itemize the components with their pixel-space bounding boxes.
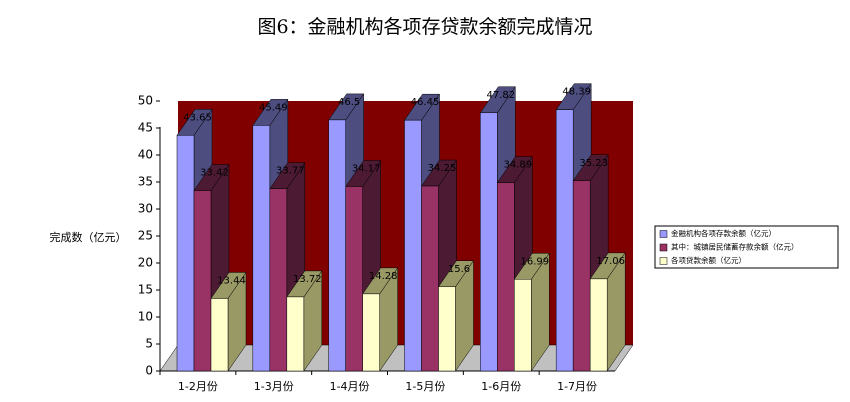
bar bbox=[438, 286, 456, 372]
x-tick-label: 1-7月份 bbox=[557, 380, 597, 393]
x-tick-label: 1-3月份 bbox=[254, 380, 294, 393]
y-tick-label: 25 bbox=[138, 229, 153, 243]
legend-swatch bbox=[659, 257, 668, 265]
bar bbox=[572, 180, 591, 372]
y-tick-label: 35 bbox=[138, 175, 153, 189]
bar bbox=[210, 298, 229, 372]
legend-swatch bbox=[659, 230, 668, 238]
bar bbox=[404, 119, 422, 372]
x-tick-label: 1-5月份 bbox=[405, 380, 445, 393]
data-label: 17.06 bbox=[596, 256, 625, 267]
data-label: 45.49 bbox=[259, 102, 288, 113]
y-axis-label: 完成数（亿元） bbox=[50, 230, 127, 244]
x-tick-label: 1-4月份 bbox=[330, 380, 370, 393]
data-label: 14.28 bbox=[369, 271, 398, 282]
x-tick-label: 1-6月份 bbox=[481, 380, 521, 393]
bar bbox=[362, 293, 380, 372]
data-label: 34.17 bbox=[352, 163, 381, 174]
data-label: 13.44 bbox=[217, 275, 246, 286]
bar bbox=[193, 190, 212, 372]
bar bbox=[514, 279, 532, 372]
legend-label: 其中：城镇居民储蓄存款余额（亿元） bbox=[671, 242, 799, 252]
y-tick-label: 5 bbox=[145, 337, 153, 351]
bar bbox=[589, 278, 608, 372]
bar bbox=[497, 182, 515, 372]
data-label: 33.42 bbox=[200, 168, 229, 179]
data-label: 33.77 bbox=[276, 166, 305, 177]
y-tick-label: 20 bbox=[138, 256, 153, 270]
y-tick-label: 45 bbox=[138, 121, 153, 135]
bar bbox=[328, 119, 346, 372]
y-tick-label: 15 bbox=[138, 283, 153, 297]
bar bbox=[286, 296, 305, 372]
bar bbox=[176, 135, 195, 372]
data-label: 35.23 bbox=[579, 158, 608, 169]
data-label: 34.25 bbox=[428, 163, 457, 174]
x-tick-label: 1-2月份 bbox=[178, 380, 218, 393]
bar bbox=[252, 125, 271, 372]
chart-title: 图6：金融机构各项存贷款余额完成情况 bbox=[257, 16, 592, 38]
legend-label: 各项贷款余额（亿元） bbox=[671, 255, 746, 265]
y-tick-label: 40 bbox=[138, 148, 153, 162]
bar bbox=[480, 112, 498, 372]
data-label: 15.6 bbox=[448, 264, 470, 275]
bar bbox=[269, 188, 288, 372]
data-label: 43.65 bbox=[183, 112, 212, 123]
legend-label: 金融机构各项存款余额（亿元） bbox=[671, 228, 776, 238]
data-label: 13.72 bbox=[293, 274, 322, 285]
data-label: 47.82 bbox=[487, 90, 516, 101]
bar bbox=[345, 186, 363, 372]
data-label: 46.5 bbox=[338, 97, 360, 108]
bar bbox=[421, 185, 439, 372]
data-label: 16.99 bbox=[521, 256, 550, 267]
data-label: 46.45 bbox=[411, 97, 440, 108]
legend-box bbox=[654, 225, 839, 269]
y-tick-label: 0 bbox=[145, 364, 153, 378]
bar bbox=[555, 109, 574, 372]
y-tick-label: 10 bbox=[138, 310, 153, 324]
data-label: 48.39 bbox=[562, 87, 591, 98]
data-label: 34.89 bbox=[504, 160, 533, 171]
legend-swatch bbox=[659, 243, 668, 252]
y-tick-label: 50 bbox=[138, 94, 153, 108]
y-tick-label: 30 bbox=[138, 202, 153, 216]
